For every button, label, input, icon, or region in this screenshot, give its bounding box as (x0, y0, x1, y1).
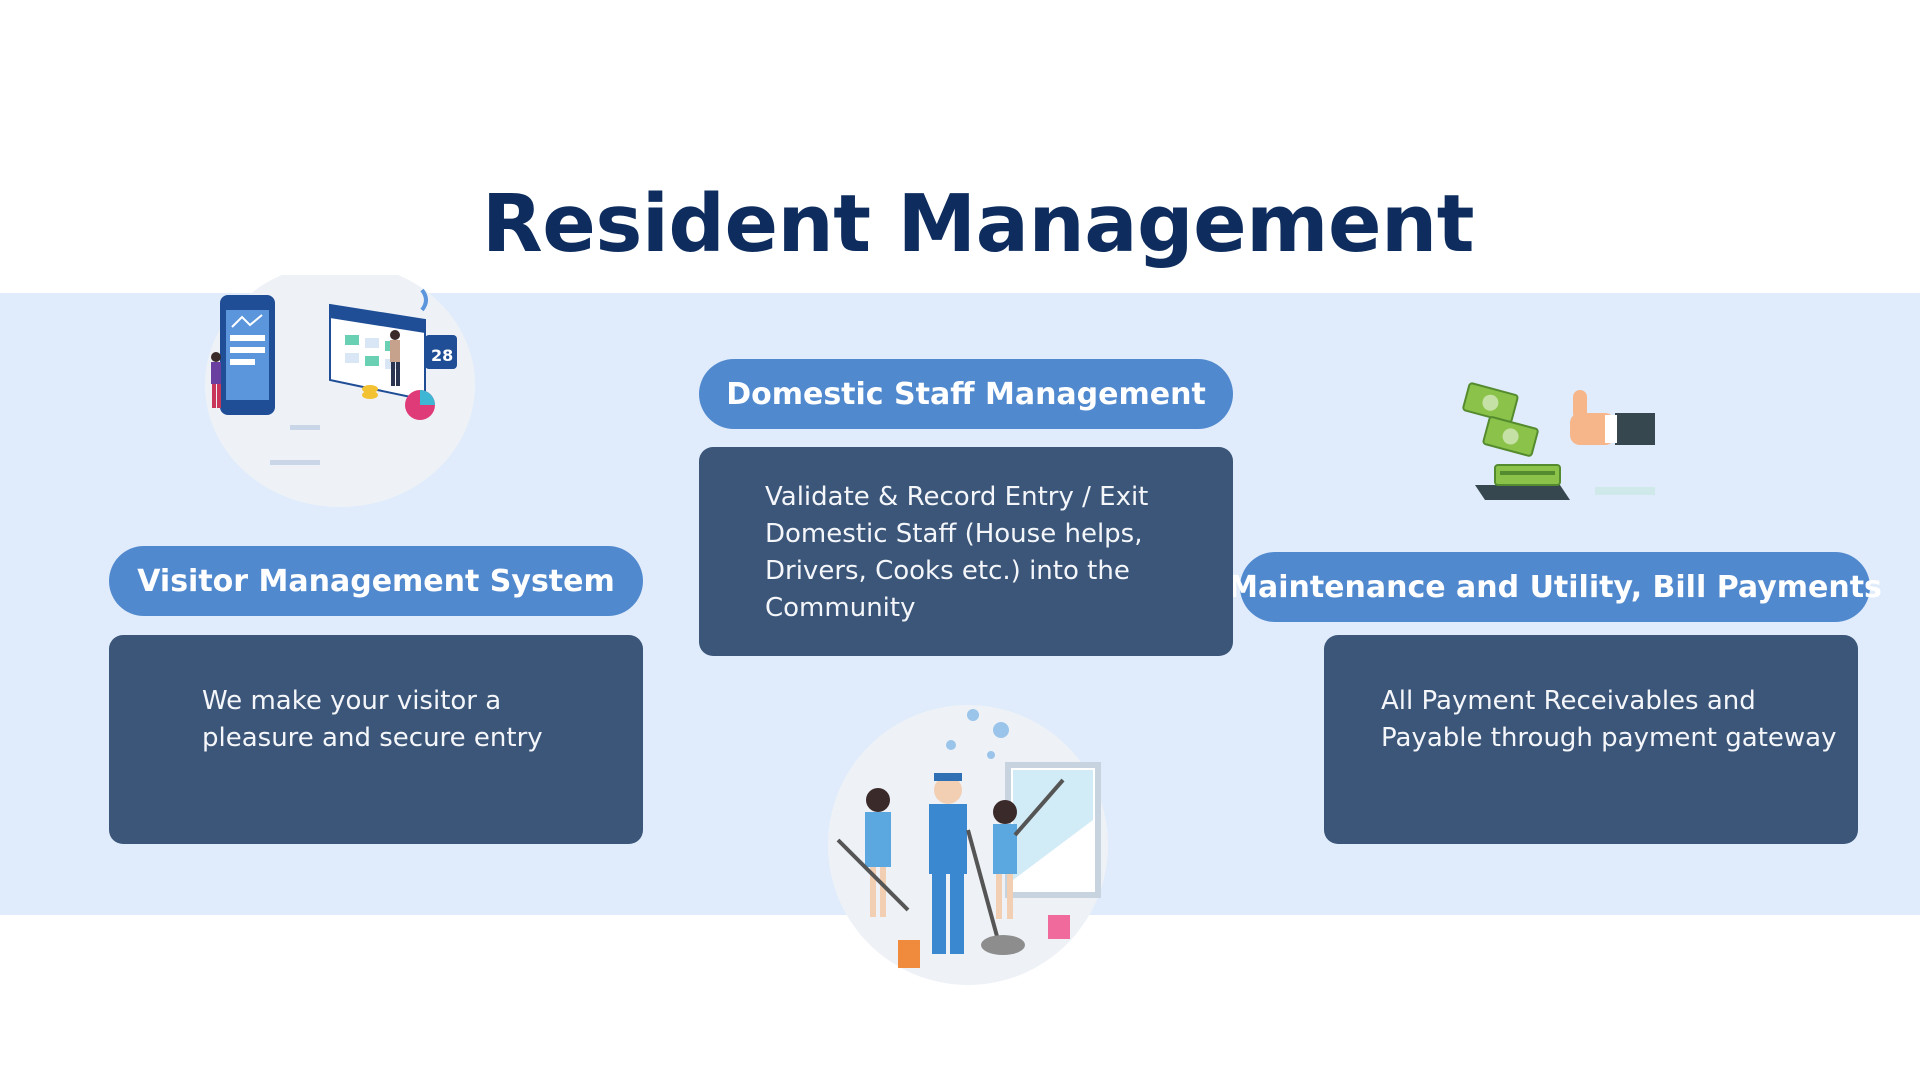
domestic-card-line: Validate & Record Entry / Exit (765, 482, 1149, 512)
domestic-staff-card: Validate & Record Entry / Exit Domestic … (699, 447, 1233, 656)
domestic-card-line: Drivers, Cooks etc.) into the (765, 556, 1130, 586)
visitor-management-heading: Visitor Management System (109, 546, 643, 616)
payments-card-line: All Payment Receivables and (1381, 686, 1756, 716)
visitor-management-card: We make your visitor a pleasure and secu… (109, 635, 643, 844)
money-thumbs-up-illustration (1455, 375, 1685, 505)
domestic-card-line: Community (765, 593, 916, 623)
svg-text:28: 28 (431, 346, 453, 365)
payments-card: All Payment Receivables and Payable thro… (1324, 635, 1858, 844)
cleaning-staff-illustration (823, 700, 1113, 990)
payments-heading: Maintenance and Utility, Bill Payments (1228, 552, 1882, 622)
visitor-card-line: pleasure and secure entry (202, 723, 543, 753)
domestic-staff-heading: Domestic Staff Management (699, 359, 1233, 429)
visitor-card-line: We make your visitor a (202, 686, 502, 716)
visitor-app-calendar-illustration: 28 (200, 275, 480, 515)
payments-card-line: Payable through payment gateway (1381, 723, 1837, 753)
page-title: Resident Management (481, 178, 1475, 270)
domestic-card-line: Domestic Staff (House helps, (765, 519, 1143, 549)
